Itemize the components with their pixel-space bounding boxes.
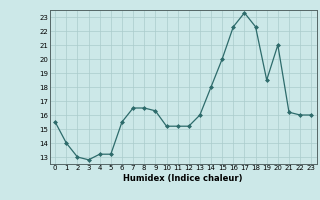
X-axis label: Humidex (Indice chaleur): Humidex (Indice chaleur) xyxy=(124,174,243,183)
